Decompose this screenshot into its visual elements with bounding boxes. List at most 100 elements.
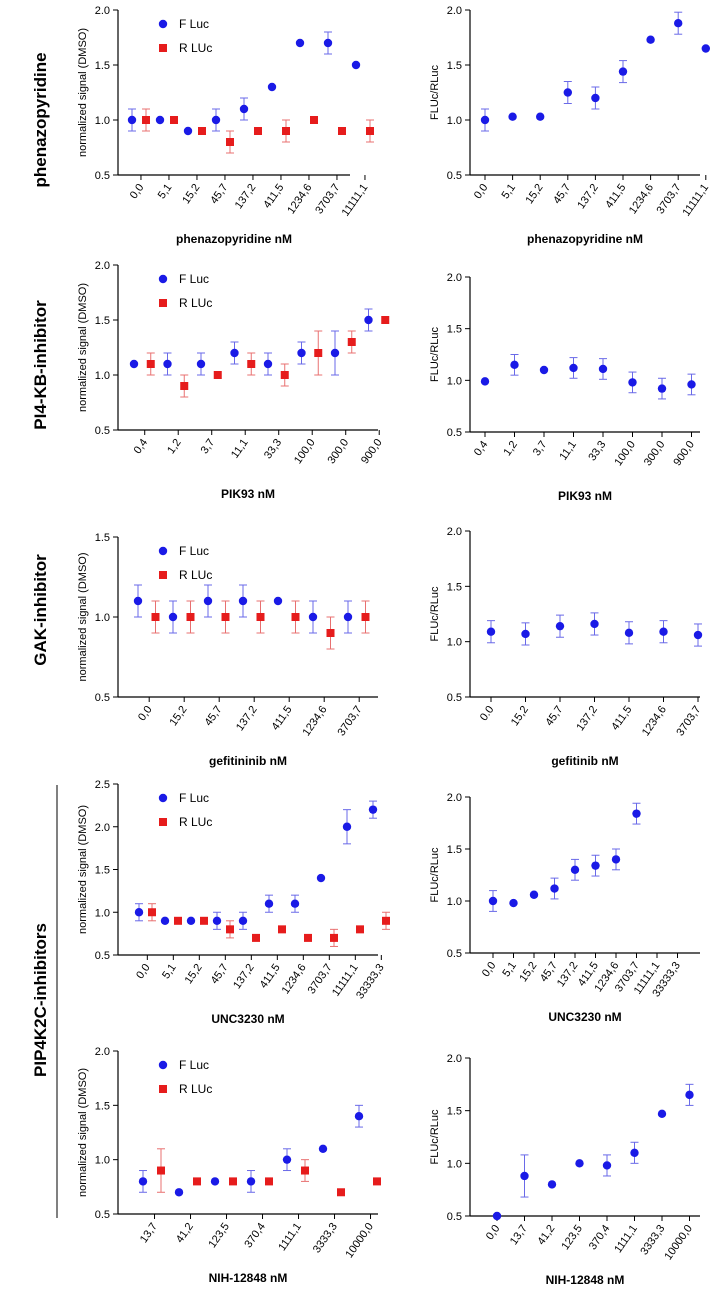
- data-point-ratio: [536, 112, 545, 121]
- data-point-ratio: [521, 629, 530, 639]
- data-point-fluc: [290, 899, 300, 908]
- y-tick-label: 1.0: [447, 637, 462, 649]
- data-point-ratio: [618, 67, 628, 76]
- legend-label-rluc: R LUc: [179, 41, 212, 55]
- data-point-fluc: [354, 1112, 364, 1121]
- data-point-ratio: [657, 1109, 667, 1119]
- data-point-ratio: [590, 619, 599, 629]
- chart-panel-9: 0.5 1.0 1.5 2.0 FLUc/RLuc 0,0 13,7 41,2 123,5 370…: [429, 1053, 700, 1287]
- x-tick-label: 411,5: [258, 962, 283, 991]
- data-point-fluc: [203, 596, 213, 606]
- x-tick-label: 5,1: [160, 962, 179, 981]
- data-point-rluc: [142, 116, 150, 124]
- data-point-ratio: [611, 855, 621, 864]
- y-tick-label: 1.0: [95, 115, 110, 127]
- data-point-fluc: [364, 315, 373, 325]
- data-point-ratio: [659, 627, 668, 636]
- data-point-fluc: [330, 348, 340, 358]
- x-axis-label: PIK93 nM: [558, 489, 612, 503]
- x-tick-label: 5,1: [500, 960, 519, 979]
- data-point-rluc: [373, 1177, 381, 1186]
- y-axis-label: FLUc/RLuc: [429, 847, 441, 903]
- x-axis-label: phenazopyridine nM: [176, 232, 292, 246]
- data-point-ratio: [693, 630, 703, 640]
- y-axis-label: normalized signal (DMSO): [77, 1068, 89, 1197]
- x-tick-label: 11,1: [557, 439, 579, 463]
- chart-panel-4: 0.5 1.0 1.5 normalized signal (DMSO) 0,0 15,2…: [77, 532, 378, 768]
- y-tick-label: 0.5: [95, 425, 110, 437]
- data-point-rluc: [347, 338, 356, 346]
- y-tick-label: 1.0: [95, 907, 110, 919]
- data-point-ratio: [602, 1161, 612, 1170]
- x-tick-label: 0,0: [134, 962, 153, 981]
- x-tick-label: 0,0: [128, 182, 147, 201]
- x-tick-label: 11,1: [229, 437, 251, 461]
- x-tick-label: 411,5: [609, 704, 634, 733]
- chart-panel-3: 0.5 1.0 1.5 2.0 FLUc/RLuc 0,4 1,2 3,7 11,1 33,3 10…: [429, 272, 700, 503]
- x-tick-label: 3,7: [531, 439, 550, 458]
- legend-marker-rluc: [159, 818, 167, 826]
- data-point-ratio: [547, 1180, 557, 1189]
- data-point-rluc: [157, 1166, 165, 1175]
- data-point-fluc: [318, 1144, 328, 1154]
- data-point-ratio: [555, 621, 565, 631]
- data-point-ratio: [628, 378, 637, 387]
- data-point-ratio: [480, 115, 490, 125]
- legend-marker-rluc: [159, 299, 167, 307]
- data-point-fluc: [297, 348, 306, 358]
- data-point-fluc: [155, 115, 165, 125]
- y-tick-label: 2.5: [95, 779, 110, 791]
- data-point-fluc: [186, 916, 196, 925]
- y-tick-label: 1.5: [95, 865, 110, 877]
- legend-label-rluc: R LUc: [179, 815, 212, 829]
- row-label-pi4kb-inhibitor: PI4-KB-inhibitor: [31, 300, 50, 430]
- x-tick-label: 11111,1: [340, 182, 371, 219]
- x-tick-label: 0,4: [132, 437, 151, 456]
- data-point-rluc: [151, 613, 160, 621]
- x-tick-label: 300,0: [326, 437, 352, 466]
- data-point-rluc: [366, 127, 374, 135]
- y-tick-label: 2.0: [95, 260, 110, 272]
- x-tick-label: 33,3: [262, 437, 284, 461]
- x-axis-label: NIH-12848 nM: [209, 1271, 288, 1285]
- legend-label-rluc: R LUc: [179, 1082, 212, 1096]
- data-point-fluc: [239, 104, 249, 114]
- x-tick-label: 15,2: [168, 704, 190, 728]
- y-tick-label: 1.5: [95, 315, 110, 327]
- data-point-rluc: [148, 908, 156, 917]
- data-point-ratio: [591, 93, 600, 103]
- data-point-fluc: [342, 822, 352, 831]
- data-point-ratio: [685, 1090, 694, 1100]
- x-tick-label: 137,2: [574, 704, 600, 733]
- data-point-ratio: [632, 809, 641, 818]
- data-point-rluc: [265, 1177, 273, 1186]
- data-point-rluc: [174, 916, 182, 925]
- y-tick-label: 0.5: [447, 948, 462, 960]
- data-point-rluc: [291, 613, 300, 621]
- chart-panel-6: 0.5 1.0 1.5 2.0 2.5 normalized signal (DMSO) 0…: [77, 779, 390, 1026]
- y-tick-label: 0.5: [447, 170, 462, 182]
- data-point-ratio: [480, 377, 490, 386]
- data-point-rluc: [282, 127, 290, 135]
- data-point-rluc: [186, 613, 195, 621]
- x-tick-label: 45,7: [203, 704, 225, 728]
- data-point-rluc: [226, 138, 234, 146]
- data-point-fluc: [308, 612, 318, 622]
- y-tick-label: 2.0: [447, 272, 462, 284]
- x-tick-label: 45,7: [209, 962, 231, 986]
- data-point-rluc: [193, 1177, 201, 1186]
- data-point-ratio: [539, 365, 549, 375]
- data-point-rluc: [252, 933, 260, 942]
- y-tick-label: 1.0: [447, 115, 462, 127]
- x-tick-label: 137,2: [231, 962, 257, 991]
- x-tick-label: 10000,0: [662, 1223, 695, 1262]
- data-point-rluc: [146, 360, 155, 368]
- chart-panel-5: 0.5 1.0 1.5 2.0 FLUc/RLuc 0.0 15,2 45,7 137,2 411…: [429, 526, 703, 768]
- y-tick-label: 1.5: [447, 1106, 462, 1118]
- data-point-ratio: [510, 360, 519, 370]
- row-label-pip4k2c-inhibitors: PIP4K2C-inhibitors: [31, 923, 50, 1077]
- data-point-rluc: [213, 371, 222, 379]
- data-point-ratio: [508, 112, 517, 121]
- y-axis-label: normalized signal (DMSO): [77, 28, 89, 157]
